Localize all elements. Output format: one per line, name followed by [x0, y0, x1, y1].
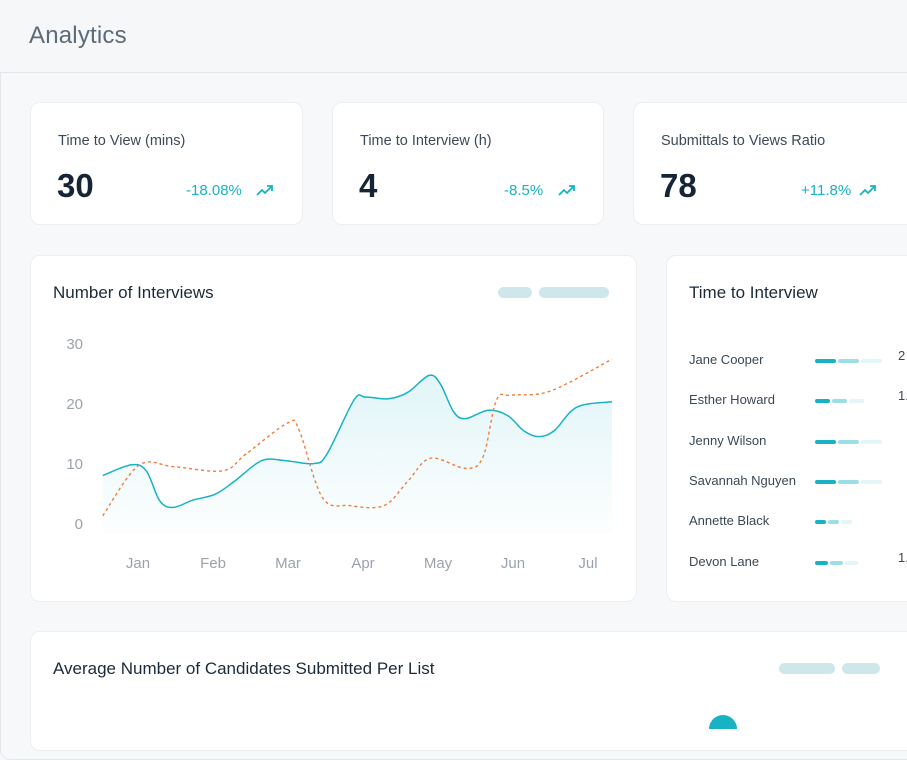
progress-segment	[838, 439, 859, 444]
y-tick-label: 0	[74, 516, 83, 533]
x-tick-label: Apr	[351, 555, 375, 572]
progress-segment	[861, 359, 882, 363]
kpi-label: Time to View (mins)	[58, 133, 186, 149]
row-name: Jane Cooper	[689, 352, 764, 367]
page-header: Analytics	[0, 0, 907, 73]
avg-candidates-card: Average Number of Candidates Submitted P…	[30, 631, 907, 751]
kpi-card-submittals-ratio: Submittals to Views Ratio 78 +11.8%	[633, 102, 907, 225]
progress-segment	[815, 439, 836, 444]
interviews-chart-card: Number of Interviews 0 10 20 30 Jan Feb Mar Apr…	[30, 255, 637, 602]
progress-segment	[841, 520, 852, 525]
kpi-card-time-to-interview: Time to Interview (h) 4 -8.5%	[332, 102, 604, 225]
progress-segment	[838, 359, 859, 363]
row-value: 1.	[898, 549, 907, 565]
time-to-interview-card: Time to Interview Jane Cooper 2 Esther How…	[666, 255, 907, 602]
progress-segment	[861, 479, 882, 484]
kpi-change: +11.8%	[801, 182, 852, 199]
progress-segment	[845, 560, 858, 565]
progress-segment	[861, 439, 882, 444]
chart-title: Number of Interviews	[53, 283, 214, 302]
progress-segment	[832, 399, 847, 404]
x-tick-label: Mar	[275, 555, 301, 572]
progress-segment	[815, 399, 830, 404]
trend-up-icon	[256, 185, 273, 196]
kpi-change: -18.08%	[186, 182, 242, 199]
row-value: 1.	[898, 388, 907, 404]
trend-up-icon	[859, 185, 876, 196]
progress-segment	[838, 479, 859, 484]
row-name: Annette Black	[689, 513, 770, 529]
progress-segment	[828, 520, 839, 525]
kpi-change: -8.5%	[504, 182, 544, 199]
kpi-card-time-to-view: Time to View (mins) 30 -18.08%	[30, 102, 303, 225]
page-title: Analytics	[29, 22, 127, 49]
legend-pill[interactable]	[498, 287, 532, 298]
card-title: Time to Interview	[689, 283, 818, 302]
kpi-value: 78	[660, 167, 697, 204]
progress-segment	[815, 359, 836, 363]
trend-up-icon	[558, 185, 575, 196]
kpi-value: 4	[359, 167, 378, 204]
progress-segment	[815, 560, 828, 565]
progress-segment	[830, 560, 843, 565]
kpi-label: Submittals to Views Ratio	[661, 133, 826, 149]
y-tick-label: 20	[66, 396, 83, 413]
progress-segment	[815, 520, 826, 525]
progress-segment	[815, 479, 836, 484]
x-tick-label: Jan	[125, 555, 151, 572]
bar-mark	[709, 715, 737, 729]
kpi-value: 30	[57, 167, 94, 204]
row-name: Esther Howard	[689, 392, 775, 408]
legend-pill[interactable]	[779, 663, 835, 674]
progress-segment	[849, 399, 864, 404]
row-name: Devon Lane	[689, 553, 760, 569]
x-tick-label: Jun	[500, 555, 526, 572]
x-tick-label: Feb	[200, 555, 226, 572]
row-name: Jenny Wilson	[689, 432, 767, 448]
legend-pill[interactable]	[539, 287, 609, 298]
row-value: 2	[898, 348, 906, 363]
x-tick-label: May	[423, 555, 453, 572]
line-chart	[102, 358, 613, 534]
row-name: Savannah Nguyen	[689, 472, 796, 488]
series-line-1	[102, 358, 613, 517]
x-tick-label: Jul	[578, 555, 598, 572]
card-title: Average Number of Candidates Submitted P…	[53, 659, 435, 678]
kpi-label: Time to Interview (h)	[360, 133, 492, 149]
y-tick-label: 30	[66, 336, 83, 353]
legend-pill[interactable]	[842, 663, 880, 674]
series-area	[102, 375, 612, 534]
series-line-0	[102, 374, 613, 509]
y-tick-label: 10	[66, 456, 83, 473]
